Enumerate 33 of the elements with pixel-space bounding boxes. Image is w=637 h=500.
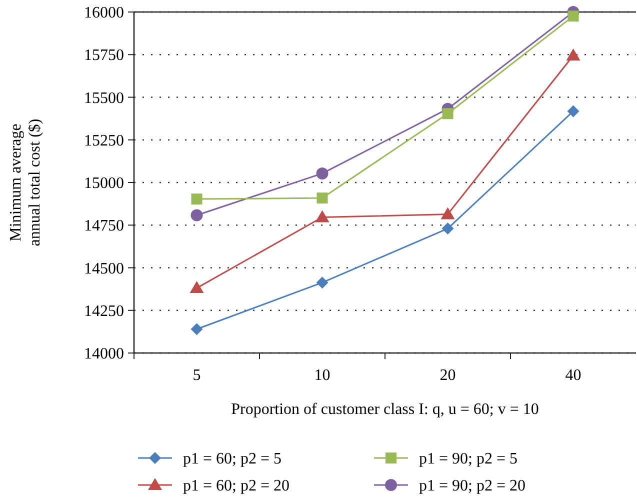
- y-tick-label: 15250: [84, 132, 124, 150]
- y-axis-title: Minimum average annual total cost ($): [7, 118, 44, 246]
- point: [566, 48, 580, 60]
- point: [315, 210, 330, 222]
- point: [316, 192, 328, 204]
- y-tick-label: 14750: [84, 218, 124, 235]
- x-axis-title: Proportion of customer class I: q, u = 60; v = 10: [231, 401, 539, 418]
- x-tick-label: 10: [314, 367, 330, 384]
- y-tick-label: 14500: [84, 260, 124, 278]
- legend-label: p1 = 90; p2 = 5: [419, 450, 518, 468]
- point: [567, 105, 580, 118]
- y-tick-label: 15000: [84, 175, 124, 192]
- x-tick-label: 20: [440, 367, 456, 384]
- point: [440, 207, 455, 220]
- point: [190, 281, 204, 294]
- point: [442, 222, 454, 235]
- x-tick-label: 5: [192, 367, 201, 384]
- point: [190, 323, 203, 336]
- y-tick-label: 15750: [84, 47, 124, 64]
- point: [191, 194, 202, 205]
- x-tick-label: 40: [565, 367, 582, 384]
- point: [316, 276, 328, 289]
- legend-label: p1 = 60; p2 = 20: [183, 478, 290, 495]
- y-tick-label: 15500: [84, 90, 124, 107]
- y-tick-label: 14250: [84, 302, 124, 320]
- point: [316, 167, 328, 180]
- y-tick-label: 14000: [84, 346, 124, 363]
- point: [568, 10, 579, 22]
- point: [190, 209, 203, 222]
- y-tick-label: 16000: [84, 4, 124, 22]
- point: [442, 108, 454, 120]
- legend-label: p1 = 90; p2 = 20: [419, 478, 526, 495]
- legend-label: p1 = 60; p2 = 5: [183, 450, 282, 468]
